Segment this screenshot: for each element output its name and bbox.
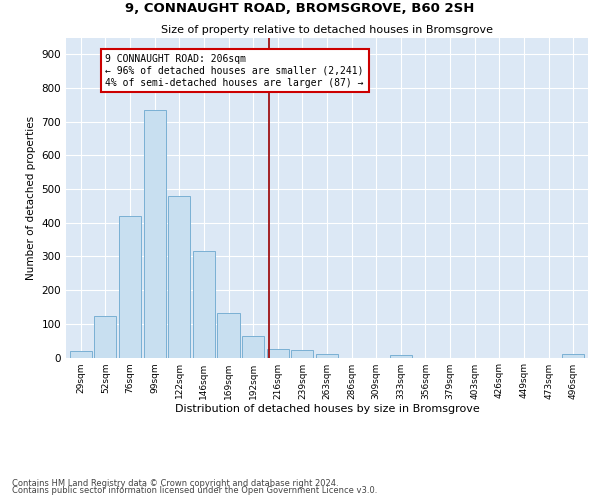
X-axis label: Distribution of detached houses by size in Bromsgrove: Distribution of detached houses by size … (175, 404, 479, 414)
Bar (291, 350, 313, 358)
Bar (70, 351, 92, 358)
Bar (193, 252, 215, 358)
Bar (217, 312, 239, 358)
Bar (94, 316, 116, 358)
Bar (266, 349, 289, 358)
Bar (390, 355, 412, 358)
Text: Contains public sector information licensed under the Open Government Licence v3: Contains public sector information licen… (12, 486, 377, 495)
Bar (119, 216, 141, 358)
Bar (168, 196, 190, 358)
Bar (242, 336, 264, 357)
Title: Size of property relative to detached houses in Bromsgrove: Size of property relative to detached ho… (161, 26, 493, 36)
Bar (562, 354, 584, 358)
Y-axis label: Number of detached properties: Number of detached properties (26, 116, 36, 280)
Text: 9 CONNAUGHT ROAD: 206sqm
← 96% of detached houses are smaller (2,241)
4% of semi: 9 CONNAUGHT ROAD: 206sqm ← 96% of detach… (106, 54, 364, 88)
Text: 9, CONNAUGHT ROAD, BROMSGROVE, B60 2SH: 9, CONNAUGHT ROAD, BROMSGROVE, B60 2SH (125, 2, 475, 16)
Bar (143, 110, 166, 358)
Bar (316, 354, 338, 358)
Text: Contains HM Land Registry data © Crown copyright and database right 2024.: Contains HM Land Registry data © Crown c… (12, 478, 338, 488)
